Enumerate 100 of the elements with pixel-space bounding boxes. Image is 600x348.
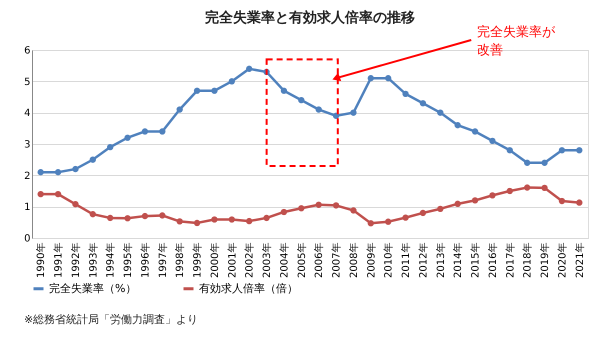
x-tick-label: 1993年 — [87, 242, 100, 278]
x-tick-label: 2010年 — [382, 242, 395, 278]
x-tick-label: 2005年 — [296, 242, 308, 278]
x-tick-label: 2009年 — [365, 242, 378, 278]
x-tick-label: 2014年 — [452, 242, 464, 278]
point — [194, 220, 200, 226]
point — [506, 188, 513, 194]
x-tick-label: 1994年 — [104, 242, 117, 278]
point — [576, 199, 582, 206]
point — [246, 218, 252, 224]
x-tick-label: 2012年 — [417, 242, 430, 278]
point — [142, 128, 148, 135]
point — [402, 214, 409, 221]
x-tick-label: 2003年 — [261, 242, 274, 278]
point — [541, 160, 548, 166]
point — [72, 201, 79, 208]
x-tick-label: 1995年 — [122, 242, 134, 278]
point — [228, 216, 235, 223]
point — [54, 169, 62, 176]
point — [332, 202, 340, 209]
point — [420, 100, 426, 106]
point — [263, 214, 270, 222]
x-tick-label: 1999年 — [192, 242, 204, 278]
point — [541, 184, 548, 192]
point — [316, 106, 322, 113]
point — [472, 128, 478, 135]
x-tick-label: 2018年 — [522, 242, 534, 278]
point — [558, 198, 566, 204]
point — [280, 88, 288, 94]
point — [246, 66, 252, 72]
x-tick-label: 2000年 — [208, 242, 221, 278]
point — [280, 208, 288, 216]
point — [211, 216, 218, 223]
x-tick-label: 2006年 — [313, 242, 326, 278]
point — [437, 206, 444, 212]
x-tick-label: 1992年 — [70, 242, 82, 278]
point — [454, 122, 461, 128]
x-tick-label: 2004年 — [278, 242, 290, 278]
point — [107, 214, 114, 222]
x-tick-label: 2019年 — [539, 242, 552, 278]
legend-label: 完全失業率（%） — [49, 282, 136, 295]
x-tick-label: 2013年 — [434, 242, 447, 278]
point — [211, 88, 218, 94]
point — [402, 90, 409, 98]
point — [368, 75, 374, 82]
point — [159, 212, 166, 219]
point — [506, 147, 513, 154]
chart-title: 完全失業率と有効求人倍率の推移 — [205, 9, 415, 26]
point — [72, 166, 79, 172]
legend-label: 有効求人倍率（倍） — [199, 282, 298, 295]
point — [54, 190, 62, 198]
point — [38, 190, 44, 198]
point — [489, 138, 496, 144]
point — [350, 110, 357, 116]
point — [298, 205, 304, 212]
x-tick-label: 2020年 — [556, 242, 568, 278]
point — [176, 106, 183, 113]
text: ※総務省統計局「労働力調査」より — [24, 313, 198, 326]
x-tick-label: 1991年 — [52, 242, 65, 278]
x-tick-label: 2016年 — [486, 242, 499, 278]
point — [385, 218, 392, 225]
point — [38, 169, 44, 176]
point — [228, 78, 235, 84]
x-tick-label: 2002年 — [244, 242, 256, 278]
x-tick-label: 2015年 — [470, 242, 482, 278]
point — [385, 75, 392, 82]
x-tick-label: 2001年 — [226, 242, 238, 278]
point — [90, 211, 96, 218]
x-tick-label: 1998年 — [174, 242, 186, 278]
point — [194, 88, 200, 94]
y-tick-label: 1 — [24, 202, 30, 214]
x-tick-label: 2017年 — [504, 242, 516, 278]
point — [159, 128, 166, 135]
point — [368, 220, 374, 226]
point — [90, 156, 96, 163]
point — [524, 160, 530, 166]
x-tick-label: 2007年 — [330, 242, 343, 278]
point — [576, 147, 582, 154]
x-tick-label: 2011年 — [400, 242, 412, 278]
x-tick-label: 1997年 — [156, 242, 169, 278]
y-tick-label: 4 — [24, 108, 30, 120]
x-tick-label: 1996年 — [139, 242, 152, 278]
y-tick-label: 5 — [24, 76, 30, 88]
point — [332, 112, 340, 119]
y-tick-label: 6 — [24, 46, 30, 56]
y-tick-label: 3 — [24, 140, 30, 150]
point — [350, 207, 357, 214]
point — [124, 134, 131, 141]
point — [472, 197, 478, 204]
point — [124, 215, 131, 222]
x-tick-label: 2021年 — [574, 242, 586, 278]
point — [558, 147, 566, 154]
point — [142, 212, 148, 220]
y-tick-label: 0 — [24, 234, 30, 244]
x-tick-label: 2008年 — [348, 242, 360, 278]
point — [176, 218, 183, 225]
point — [454, 200, 461, 207]
point — [489, 192, 496, 199]
point — [316, 202, 322, 208]
point — [420, 210, 426, 216]
